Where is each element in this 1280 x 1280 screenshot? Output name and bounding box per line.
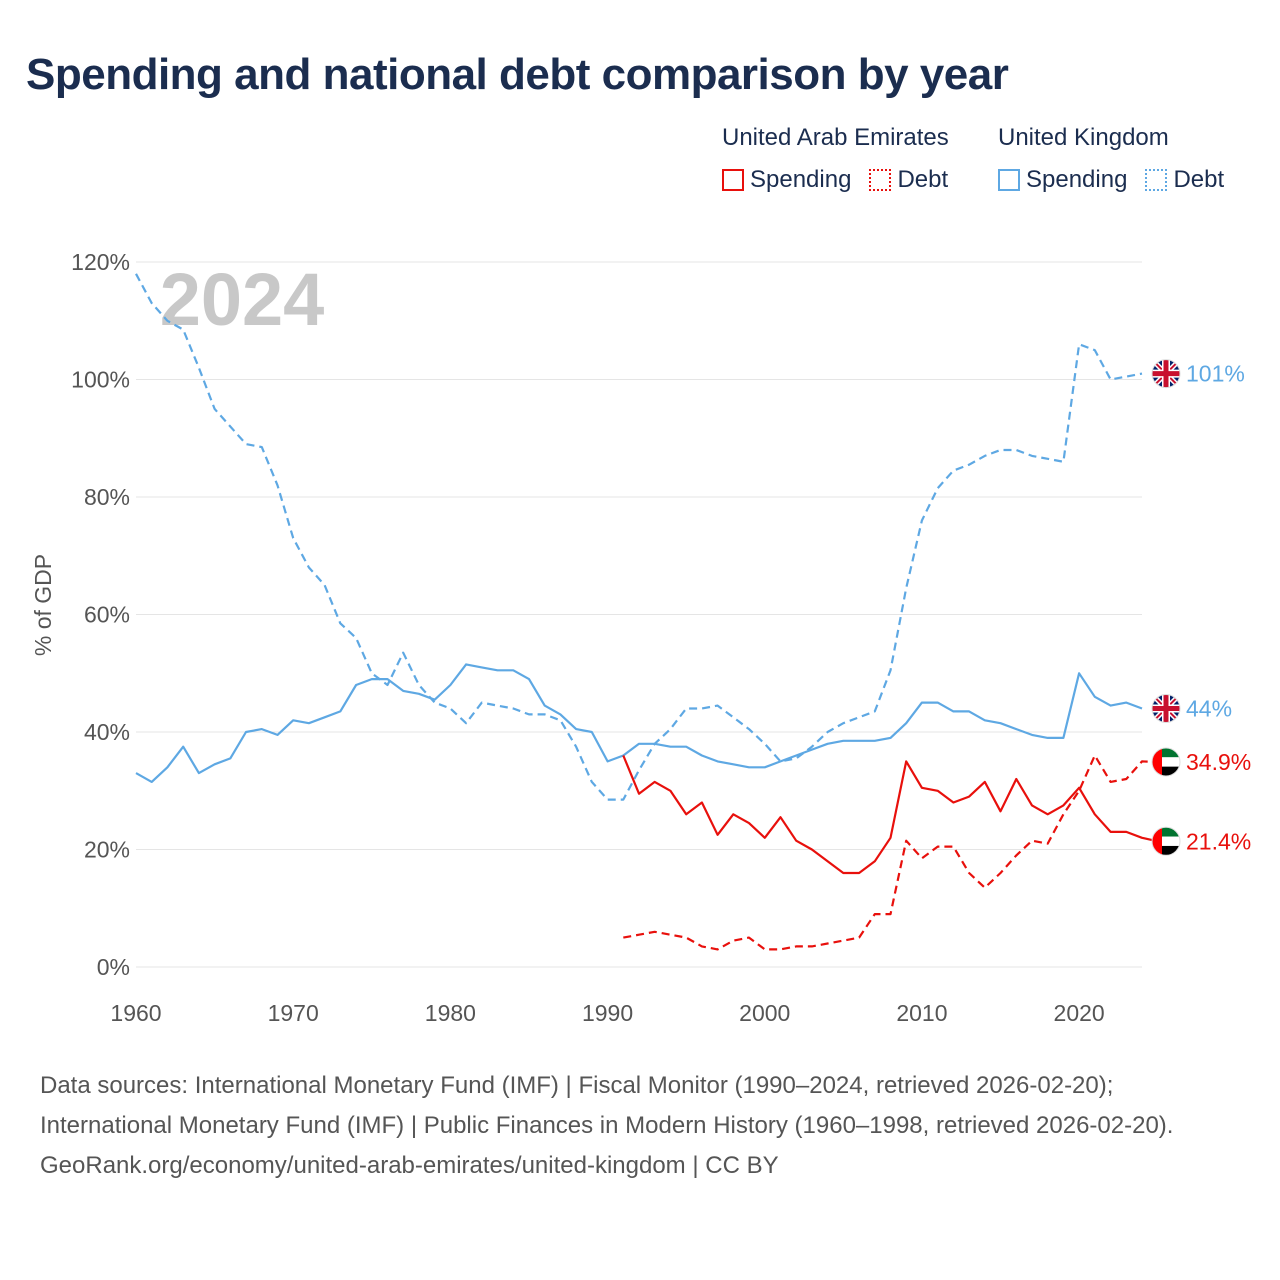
y-axis-ticks: 0% 20% 40% 60% 80% 100% 120%: [71, 249, 130, 980]
x-axis-ticks: 1960 1970 1980 1990 2000 2010 2020: [110, 1000, 1104, 1026]
legend-uk-spending-label: Spending: [1026, 166, 1128, 193]
y-tick-label: 120%: [71, 249, 130, 275]
x-tick-label: 2000: [739, 1000, 790, 1026]
data-sources: Data sources: International Monetary Fun…: [40, 1072, 1174, 1139]
x-tick-label: 2020: [1054, 1000, 1105, 1026]
legend-uk: United Kingdom Spending Debt: [998, 124, 1224, 194]
legend-uk-debt-swatch: [1145, 169, 1168, 191]
legend-uae-spending[interactable]: Spending: [722, 166, 851, 194]
y-tick-label: 0%: [97, 954, 130, 980]
year-watermark: 2024: [160, 258, 325, 341]
y-tick-label: 20%: [84, 837, 130, 863]
uae-flag-icon: [1151, 826, 1181, 856]
legend-uk-spending-swatch: [998, 169, 1020, 191]
credit-link[interactable]: GeoRank.org/economy/united-arab-emirates…: [40, 1152, 779, 1179]
legend-uae-label: United Arab Emirates: [722, 124, 949, 151]
legend-uae-debt-label: Debt: [897, 166, 949, 193]
page-title: Spending and national debt comparison by…: [26, 50, 1009, 99]
x-tick-label: 1980: [425, 1000, 476, 1026]
series-line-united-arab-emirates-debt[interactable]: [623, 754, 1158, 951]
series-line-united-kingdom-spending[interactable]: [135, 663, 1143, 784]
legend-uae-spending-swatch: [722, 169, 744, 191]
y-tick-label: 40%: [84, 719, 130, 745]
uk-flag-icon: [1151, 694, 1181, 723]
y-tick-label: 100%: [71, 367, 130, 393]
legend-uae-spending-label: Spending: [750, 166, 852, 193]
legend-uae-debt[interactable]: Debt: [869, 166, 948, 194]
end-markers: 101% 44% 34.9% 21.4%: [1151, 359, 1251, 856]
legend-uae-debt-swatch: [869, 169, 892, 191]
legend-uk-debt-label: Debt: [1173, 166, 1225, 193]
y-tick-label: 80%: [84, 484, 130, 510]
end-value-label: 44%: [1186, 696, 1232, 722]
end-value-label: 34.9%: [1186, 749, 1251, 775]
y-axis-label: % of GDP: [30, 554, 56, 656]
uk-flag-icon: [1151, 359, 1181, 389]
series-line-united-kingdom-debt[interactable]: [135, 273, 1143, 801]
series-line-united-arab-emirates-spending[interactable]: [622, 755, 1158, 875]
y-tick-label: 60%: [84, 602, 130, 628]
legend-uae: United Arab Emirates Spending Debt: [722, 124, 949, 194]
series-lines: [135, 273, 1158, 951]
footer: Data sources: International Monetary Fun…: [40, 1066, 1240, 1186]
x-tick-label: 1960: [110, 1000, 161, 1026]
x-tick-label: 2010: [896, 1000, 947, 1026]
x-tick-label: 1970: [268, 1000, 319, 1026]
line-chart: 0% 20% 40% 60% 80% 100% 120% 1960 1970 1980 1990 2…: [30, 249, 1251, 1026]
legend-uk-spending[interactable]: Spending: [998, 166, 1127, 194]
end-value-label: 21.4%: [1186, 828, 1251, 854]
grid-lines: [136, 261, 1142, 968]
x-tick-label: 1990: [582, 1000, 633, 1026]
legend-uk-debt[interactable]: Debt: [1145, 166, 1224, 194]
end-value-label: 101%: [1186, 361, 1245, 387]
uae-flag-icon: [1151, 747, 1181, 777]
legend-uk-label: United Kingdom: [998, 124, 1169, 151]
